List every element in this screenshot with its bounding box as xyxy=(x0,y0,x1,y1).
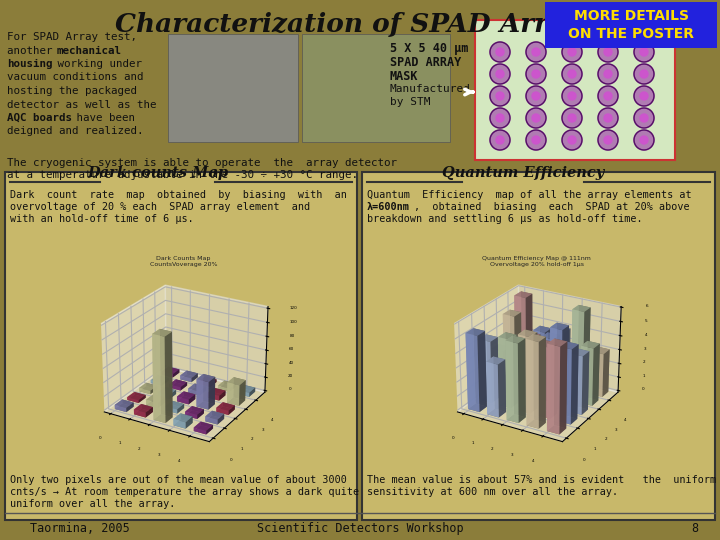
Text: AQC boards: AQC boards xyxy=(7,113,72,123)
Circle shape xyxy=(490,64,510,84)
Circle shape xyxy=(490,108,510,128)
Text: Scientific Detectors Workshop: Scientific Detectors Workshop xyxy=(257,522,463,535)
Circle shape xyxy=(568,70,576,78)
Circle shape xyxy=(640,114,648,122)
Circle shape xyxy=(604,114,612,122)
Text: Dark counts Map: Dark counts Map xyxy=(87,166,228,180)
Circle shape xyxy=(496,92,504,100)
Circle shape xyxy=(532,136,540,144)
Circle shape xyxy=(490,42,510,62)
Text: working under: working under xyxy=(51,59,142,69)
Circle shape xyxy=(490,130,510,150)
Text: have been: have been xyxy=(70,113,135,123)
Circle shape xyxy=(634,130,654,150)
Circle shape xyxy=(526,64,546,84)
Circle shape xyxy=(562,64,582,84)
Circle shape xyxy=(568,114,576,122)
Circle shape xyxy=(598,108,618,128)
Circle shape xyxy=(568,136,576,144)
Bar xyxy=(5,172,357,520)
Text: 5 X 5 40 μm: 5 X 5 40 μm xyxy=(390,42,469,55)
Text: detector as well as the: detector as well as the xyxy=(7,99,156,110)
Circle shape xyxy=(562,108,582,128)
Text: vacuum conditions and: vacuum conditions and xyxy=(7,72,143,83)
Circle shape xyxy=(562,42,582,62)
Text: Characterization of SPAD Arrays: Characterization of SPAD Arrays xyxy=(114,12,595,37)
Text: MORE DETAILS
ON THE POSTER: MORE DETAILS ON THE POSTER xyxy=(568,9,694,40)
Circle shape xyxy=(604,48,612,56)
Text: Dark  count  rate  map  obtained  by  biasing  with  an: Dark count rate map obtained by biasing … xyxy=(10,190,347,200)
Circle shape xyxy=(496,136,504,144)
Circle shape xyxy=(634,64,654,84)
Bar xyxy=(362,172,715,520)
Circle shape xyxy=(526,108,546,128)
Circle shape xyxy=(532,114,540,122)
Text: cnts/s → At room temperature the array shows a dark quite: cnts/s → At room temperature the array s… xyxy=(10,487,359,497)
Title: Quantum Efficiency Map @ 111nm
Overvoltage 20% hold-off 1µs: Quantum Efficiency Map @ 111nm Overvolta… xyxy=(482,256,591,267)
Circle shape xyxy=(562,130,582,150)
Text: Quantum Efficiency: Quantum Efficiency xyxy=(442,166,604,180)
Text: housing: housing xyxy=(7,59,53,69)
Circle shape xyxy=(604,136,612,144)
Text: sensitivity at 600 nm over all the array.: sensitivity at 600 nm over all the array… xyxy=(367,487,618,497)
Text: by STM: by STM xyxy=(390,97,431,107)
Text: For SPAD Array test,: For SPAD Array test, xyxy=(7,32,137,42)
Text: The mean value is about 57% and is evident   the  uniform: The mean value is about 57% and is evide… xyxy=(367,475,716,485)
Circle shape xyxy=(634,42,654,62)
Circle shape xyxy=(598,130,618,150)
Text: Quantum  Efficiency  map of all the array elements at: Quantum Efficiency map of all the array … xyxy=(367,190,692,200)
Circle shape xyxy=(604,92,612,100)
Circle shape xyxy=(640,136,648,144)
Text: hosting the packaged: hosting the packaged xyxy=(7,86,137,96)
Bar xyxy=(475,20,675,160)
Circle shape xyxy=(490,86,510,106)
Circle shape xyxy=(598,64,618,84)
Text: The cryogenic system is able to operate  the  array detector
at a temperature ad: The cryogenic system is able to operate … xyxy=(7,158,397,180)
Circle shape xyxy=(526,42,546,62)
Circle shape xyxy=(562,86,582,106)
Text: 8: 8 xyxy=(691,522,698,535)
Circle shape xyxy=(532,92,540,100)
Bar xyxy=(545,2,717,48)
Text: SPAD ARRAY: SPAD ARRAY xyxy=(390,56,462,69)
Circle shape xyxy=(496,70,504,78)
Text: λ=600nm: λ=600nm xyxy=(367,202,410,212)
Text: with an hold-off time of 6 μs.: with an hold-off time of 6 μs. xyxy=(10,214,194,224)
Circle shape xyxy=(526,130,546,150)
Bar xyxy=(302,34,450,142)
Circle shape xyxy=(568,48,576,56)
Text: mechanical: mechanical xyxy=(57,45,122,56)
Circle shape xyxy=(640,48,648,56)
Circle shape xyxy=(634,86,654,106)
Circle shape xyxy=(634,108,654,128)
Circle shape xyxy=(604,70,612,78)
Circle shape xyxy=(532,48,540,56)
Circle shape xyxy=(496,48,504,56)
Circle shape xyxy=(598,42,618,62)
Circle shape xyxy=(640,70,648,78)
Text: Manufactured: Manufactured xyxy=(390,84,471,94)
Text: Taormina, 2005: Taormina, 2005 xyxy=(30,522,130,535)
Text: overvoltage of 20 % each  SPAD array element  and: overvoltage of 20 % each SPAD array elem… xyxy=(10,202,310,212)
Circle shape xyxy=(598,86,618,106)
Text: uniform over all the array.: uniform over all the array. xyxy=(10,499,176,509)
Circle shape xyxy=(640,92,648,100)
Circle shape xyxy=(568,92,576,100)
Text: deigned and realized.: deigned and realized. xyxy=(7,126,143,137)
Text: another: another xyxy=(7,45,72,56)
Circle shape xyxy=(532,70,540,78)
Text: breakdown and settling 6 μs as hold-off time.: breakdown and settling 6 μs as hold-off … xyxy=(367,214,643,224)
Bar xyxy=(168,34,298,142)
Title: Dark Counts Map
CountsVoverage 20%: Dark Counts Map CountsVoverage 20% xyxy=(150,256,217,267)
Circle shape xyxy=(526,86,546,106)
Text: Only two pixels are out of the mean value of about 3000: Only two pixels are out of the mean valu… xyxy=(10,475,347,485)
Text: MASK: MASK xyxy=(390,70,418,83)
Text: ,  obtained  biasing  each  SPAD at 20% above: , obtained biasing each SPAD at 20% abov… xyxy=(414,202,690,212)
Circle shape xyxy=(496,114,504,122)
